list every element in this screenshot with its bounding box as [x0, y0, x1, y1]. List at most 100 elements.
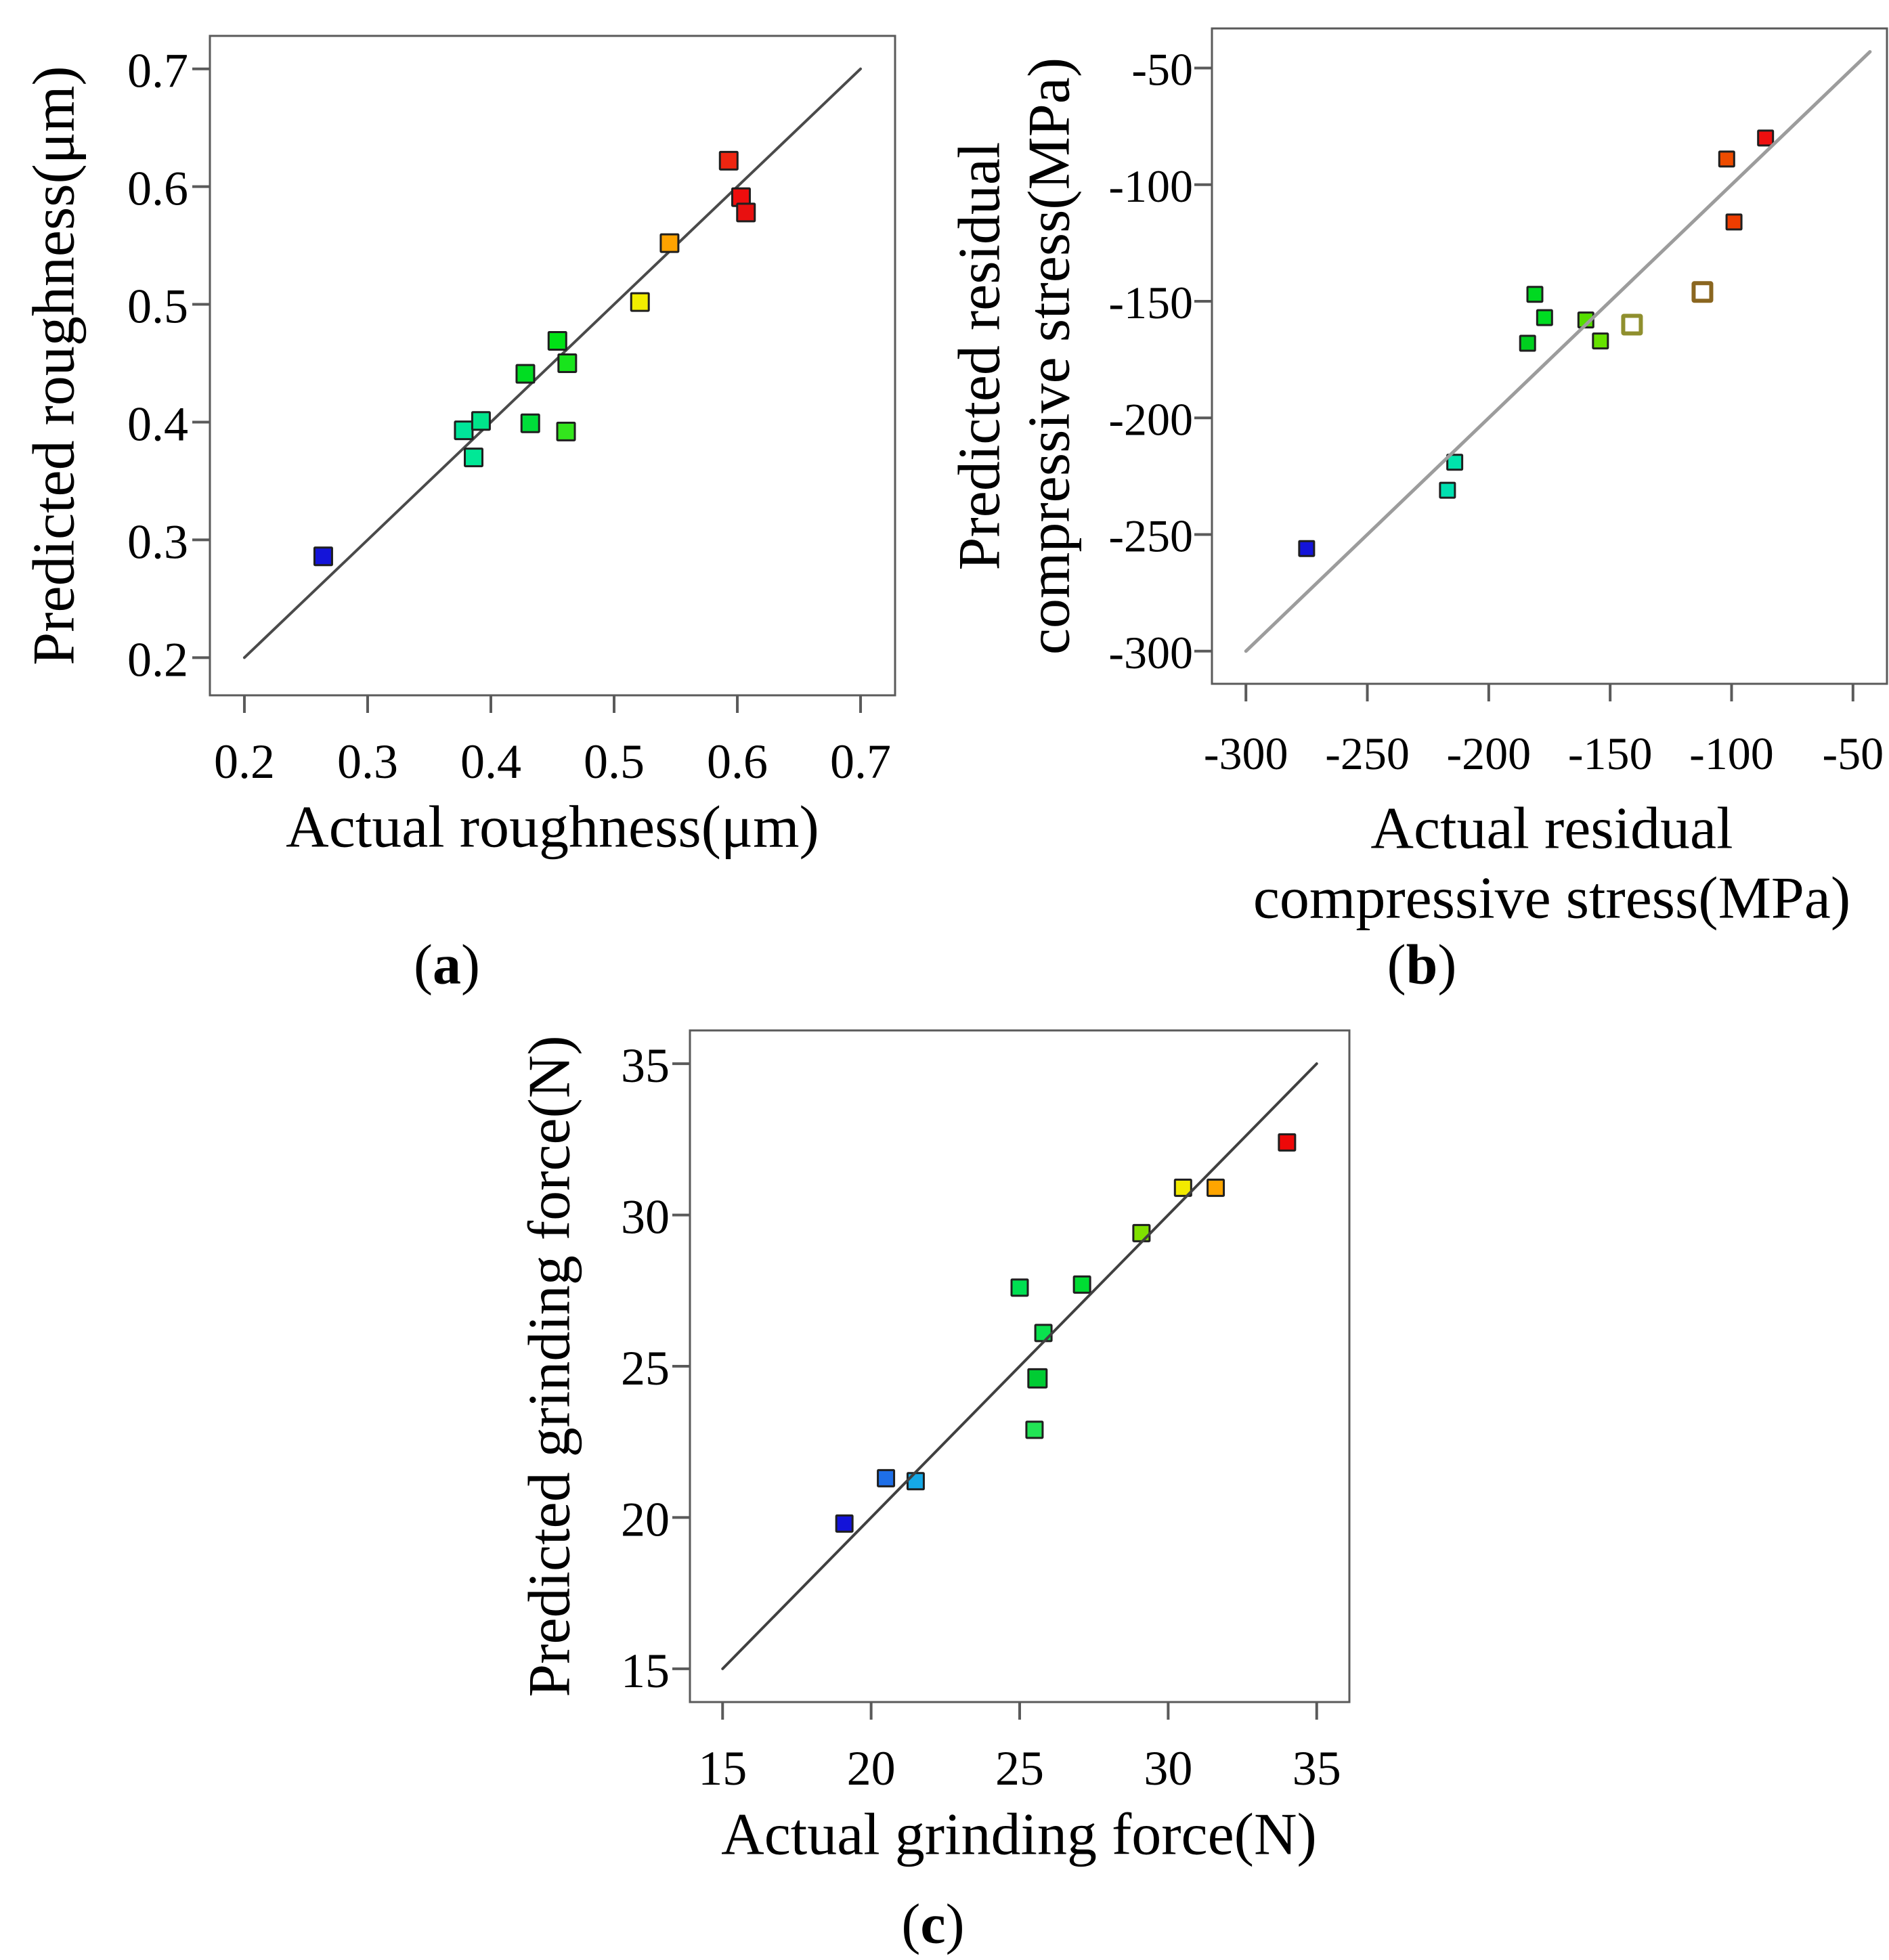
- y-tick-label: 20: [621, 1492, 670, 1546]
- data-point: [1207, 1178, 1225, 1197]
- y-tick-label: 0.3: [127, 515, 188, 569]
- x-tick-label: 0.6: [707, 735, 768, 789]
- data-point: [1718, 150, 1735, 168]
- caption-b-letter: b: [1406, 933, 1438, 997]
- y-tick-label: 15: [621, 1644, 670, 1698]
- x-tick-label: -50: [1822, 728, 1884, 779]
- data-point: [835, 1514, 854, 1533]
- scatter-plot-b: -300 -250 -200 -150 -100 -50-300-250-200-150-…: [1108, 27, 1888, 779]
- data-point: [1526, 286, 1544, 303]
- data-point: [556, 421, 576, 441]
- data-point: [1173, 1178, 1192, 1197]
- caption-b-close-paren: ): [1437, 933, 1457, 997]
- x-tick-label: 15: [698, 1741, 747, 1795]
- data-point: [906, 1472, 925, 1491]
- data-point: [1027, 1368, 1048, 1389]
- y-tick-label: 0.6: [127, 162, 188, 216]
- data-point: [630, 292, 650, 312]
- x-tick-label: -250: [1325, 728, 1410, 779]
- x-tick-label: 30: [1144, 1741, 1192, 1795]
- data-point: [1446, 454, 1464, 471]
- y-tick-label: 0.5: [127, 280, 188, 334]
- x-tick-label: 0.2: [214, 735, 275, 789]
- x-tick-label: 25: [995, 1741, 1044, 1795]
- x-tick-label: -200: [1447, 728, 1532, 779]
- x-tick-label: 0.7: [830, 735, 891, 789]
- caption-c-close-paren: ): [945, 1892, 965, 1956]
- data-point: [313, 546, 333, 567]
- scatter-plot-a: 0.2 0.3 0.4 0.5 0.6 0.7 0.2 0.3 0.4 0.5 0.6 0.7: [127, 35, 896, 789]
- data-point: [471, 411, 491, 431]
- caption-b-open-paren: (: [1387, 933, 1406, 997]
- caption-c-open-paren: (: [901, 1892, 921, 1956]
- panel-b-x-axis-label-line1: Actual residual: [1370, 796, 1733, 862]
- data-point: [877, 1468, 896, 1487]
- x-tick-label: 20: [847, 1741, 896, 1795]
- plot-border: [209, 35, 896, 697]
- data-point: [547, 330, 567, 351]
- data-point: [1132, 1223, 1151, 1242]
- identity-line: [1244, 49, 1872, 653]
- data-point: [736, 202, 756, 223]
- y-tick-label: -200: [1108, 393, 1193, 445]
- caption-a-close-paren: ): [461, 933, 480, 997]
- panel-c-x-axis-label: Actual grinding force(N): [721, 1802, 1317, 1868]
- data-point: [718, 150, 739, 171]
- identity-line: [721, 1062, 1318, 1670]
- identity-line: [242, 67, 863, 659]
- x-tick-label: 35: [1293, 1741, 1341, 1795]
- data-point: [1577, 311, 1594, 329]
- data-point: [1072, 1275, 1091, 1294]
- panel-b-y-axis-label-line1: Predicted residual: [947, 141, 1013, 571]
- data-point: [1439, 481, 1456, 499]
- panel-a-caption: (a): [414, 932, 480, 998]
- panel-a-y-axis-label: Predicted roughness(μm): [21, 66, 87, 666]
- data-point: [1536, 309, 1553, 326]
- data-point: [1691, 281, 1714, 303]
- scatter-plot-c: 15 20 25 30 35 15 20 25 30 35: [621, 1029, 1351, 1795]
- y-tick-label: -300: [1108, 627, 1193, 678]
- y-tick-label: 30: [621, 1190, 670, 1244]
- y-tick-label: 25: [621, 1341, 670, 1395]
- panel-b-caption: (b): [1387, 932, 1457, 998]
- data-point: [1519, 334, 1536, 352]
- y-tick-label: -150: [1108, 277, 1193, 328]
- y-tick-label: 0.2: [127, 632, 188, 687]
- x-tick-label: 0.5: [584, 735, 645, 789]
- x-tick-label: -300: [1204, 728, 1288, 779]
- caption-a-open-paren: (: [414, 933, 433, 997]
- data-point: [1025, 1420, 1044, 1439]
- y-tick-label: 0.4: [127, 397, 188, 451]
- caption-c-letter: c: [920, 1892, 946, 1956]
- panel-c-y-axis-label: Predicted grinding force(N): [517, 1035, 583, 1697]
- x-tick-label: 0.3: [337, 735, 398, 789]
- data-point: [659, 233, 680, 253]
- panel-b-x-axis-label-line2: compressive stress(MPa): [1253, 865, 1851, 932]
- data-point: [1621, 313, 1643, 336]
- panel-b-y-axis-label-line2: compressive stress(MPa): [1016, 57, 1083, 655]
- data-point: [520, 413, 540, 433]
- y-tick-label: 35: [621, 1039, 670, 1093]
- panel-c-caption: (c): [901, 1892, 964, 1957]
- y-tick-label: -100: [1108, 160, 1193, 212]
- data-point: [1725, 213, 1743, 231]
- y-tick-label: -250: [1108, 510, 1193, 562]
- y-tick-label: -50: [1131, 44, 1193, 95]
- plot-border: [1211, 27, 1888, 685]
- panel-a-x-axis-label: Actual roughness(μm): [286, 794, 819, 861]
- data-point: [557, 353, 578, 374]
- x-tick-label: -150: [1568, 728, 1653, 779]
- y-tick-label: 0.7: [127, 44, 188, 98]
- x-tick-label: 0.4: [460, 735, 521, 789]
- data-point: [1278, 1133, 1297, 1152]
- data-point: [464, 448, 484, 468]
- x-tick-label: -100: [1689, 728, 1774, 779]
- data-point: [454, 420, 474, 441]
- caption-a-letter: a: [433, 933, 461, 997]
- data-point: [1010, 1278, 1029, 1297]
- data-point: [1034, 1324, 1053, 1343]
- data-point: [1757, 129, 1775, 147]
- data-point: [515, 364, 536, 384]
